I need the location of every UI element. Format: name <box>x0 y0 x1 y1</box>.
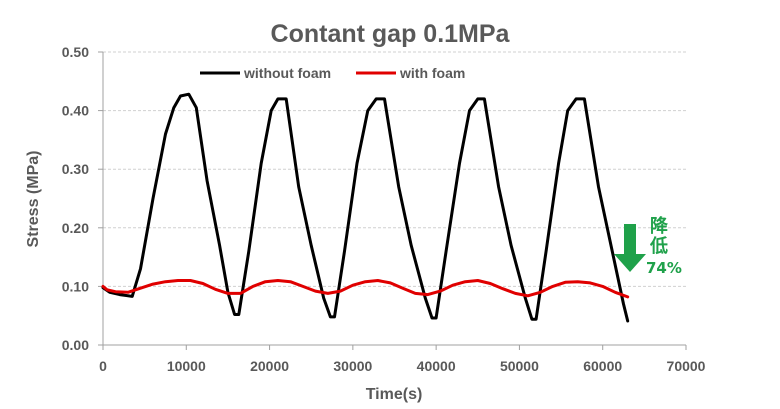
x-tick-label: 30000 <box>333 358 372 374</box>
series-line-without-foam <box>101 92 630 323</box>
y-tick-label: 0.30 <box>62 161 89 177</box>
y-tick-label: 0.00 <box>62 337 89 353</box>
series-lines <box>101 92 630 323</box>
x-tick-label: 10000 <box>167 358 206 374</box>
down-arrow-icon <box>614 224 646 272</box>
x-tick-label: 60000 <box>583 358 622 374</box>
y-tick-label: 0.10 <box>62 278 89 294</box>
series-line-with-foam <box>101 279 630 299</box>
annotation-percent: 74% <box>646 259 682 277</box>
y-tick-label: 0.20 <box>62 220 89 236</box>
y-tick-label: 0.40 <box>62 103 89 119</box>
annotation-char-1: 降 <box>650 215 669 237</box>
x-tick-label: 70000 <box>667 358 706 374</box>
axes <box>98 51 687 350</box>
y-tick-labels: 0.00 0.10 0.20 0.30 0.40 0.50 <box>62 44 89 353</box>
legend: without foam with foam <box>200 65 465 81</box>
x-tick-label: 50000 <box>500 358 539 374</box>
y-axis-label: Stress (MPa) <box>25 151 42 248</box>
chart-title: Contant gap 0.1MPa <box>271 20 511 48</box>
legend-label-with-foam: with foam <box>399 65 465 81</box>
x-tick-labels: 0 10000 20000 30000 40000 50000 60000 70000 <box>99 358 706 374</box>
x-tick-label: 40000 <box>417 358 456 374</box>
x-axis-label: Time(s) <box>366 386 423 403</box>
x-tick-label: 20000 <box>250 358 289 374</box>
legend-label-without-foam: without foam <box>243 65 331 81</box>
y-tick-label: 0.50 <box>62 44 89 60</box>
reduction-annotation: 降 低 74% <box>614 215 682 277</box>
annotation-char-2: 低 <box>649 235 668 257</box>
x-tick-label: 0 <box>99 358 107 374</box>
